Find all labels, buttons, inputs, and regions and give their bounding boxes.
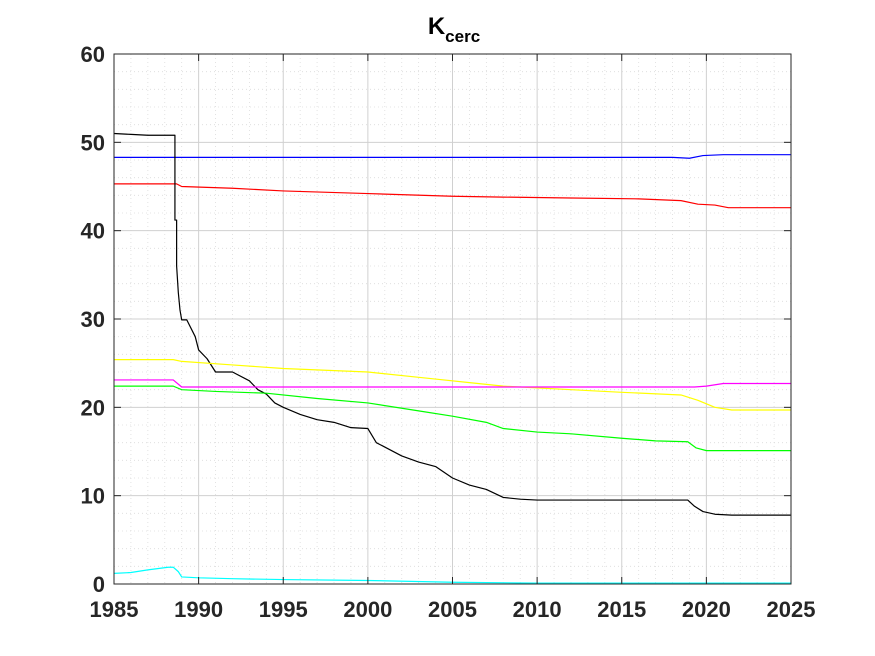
series-line-5: [114, 379, 791, 388]
y-tick-label: 40: [81, 219, 105, 244]
series-line-1: [114, 154, 791, 159]
series-layer: [113, 132, 791, 584]
y-tick-label: 60: [81, 42, 105, 67]
y-tick-label: 0: [93, 572, 105, 597]
y-tick-label: 10: [81, 484, 105, 509]
series-line-6: [114, 385, 791, 452]
x-tick-label: 2010: [513, 597, 562, 622]
chart-title-subscript: cerc: [445, 27, 480, 46]
x-tick-label: 1995: [259, 597, 308, 622]
major-grid: [113, 53, 792, 585]
y-tick-label: 30: [81, 307, 105, 332]
chart-title: Kcerc: [428, 13, 480, 46]
x-tick-label: 2025: [767, 597, 816, 622]
y-tick-labels: 0 10 20 30 40 50 60: [81, 42, 105, 597]
y-tick-label: 20: [81, 395, 105, 420]
x-tick-label: 1990: [174, 597, 223, 622]
x-tick-label: 2015: [597, 597, 646, 622]
y-tick-label: 50: [81, 130, 105, 155]
chart-title-main: K: [428, 13, 446, 40]
series-line-4: [114, 359, 791, 411]
series-line-2: [114, 183, 791, 209]
series-line-7: [113, 566, 791, 584]
tick-marks: [113, 53, 792, 585]
x-tick-label: 2005: [428, 597, 477, 622]
x-tick-label: 1985: [90, 597, 139, 622]
x-tick-label: 2020: [682, 597, 731, 622]
x-tick-labels: 1985 1990 1995 2000 2005 2010 2015 2020 2025: [90, 597, 816, 622]
series-line-3: [113, 132, 791, 516]
x-tick-label: 2000: [343, 597, 392, 622]
